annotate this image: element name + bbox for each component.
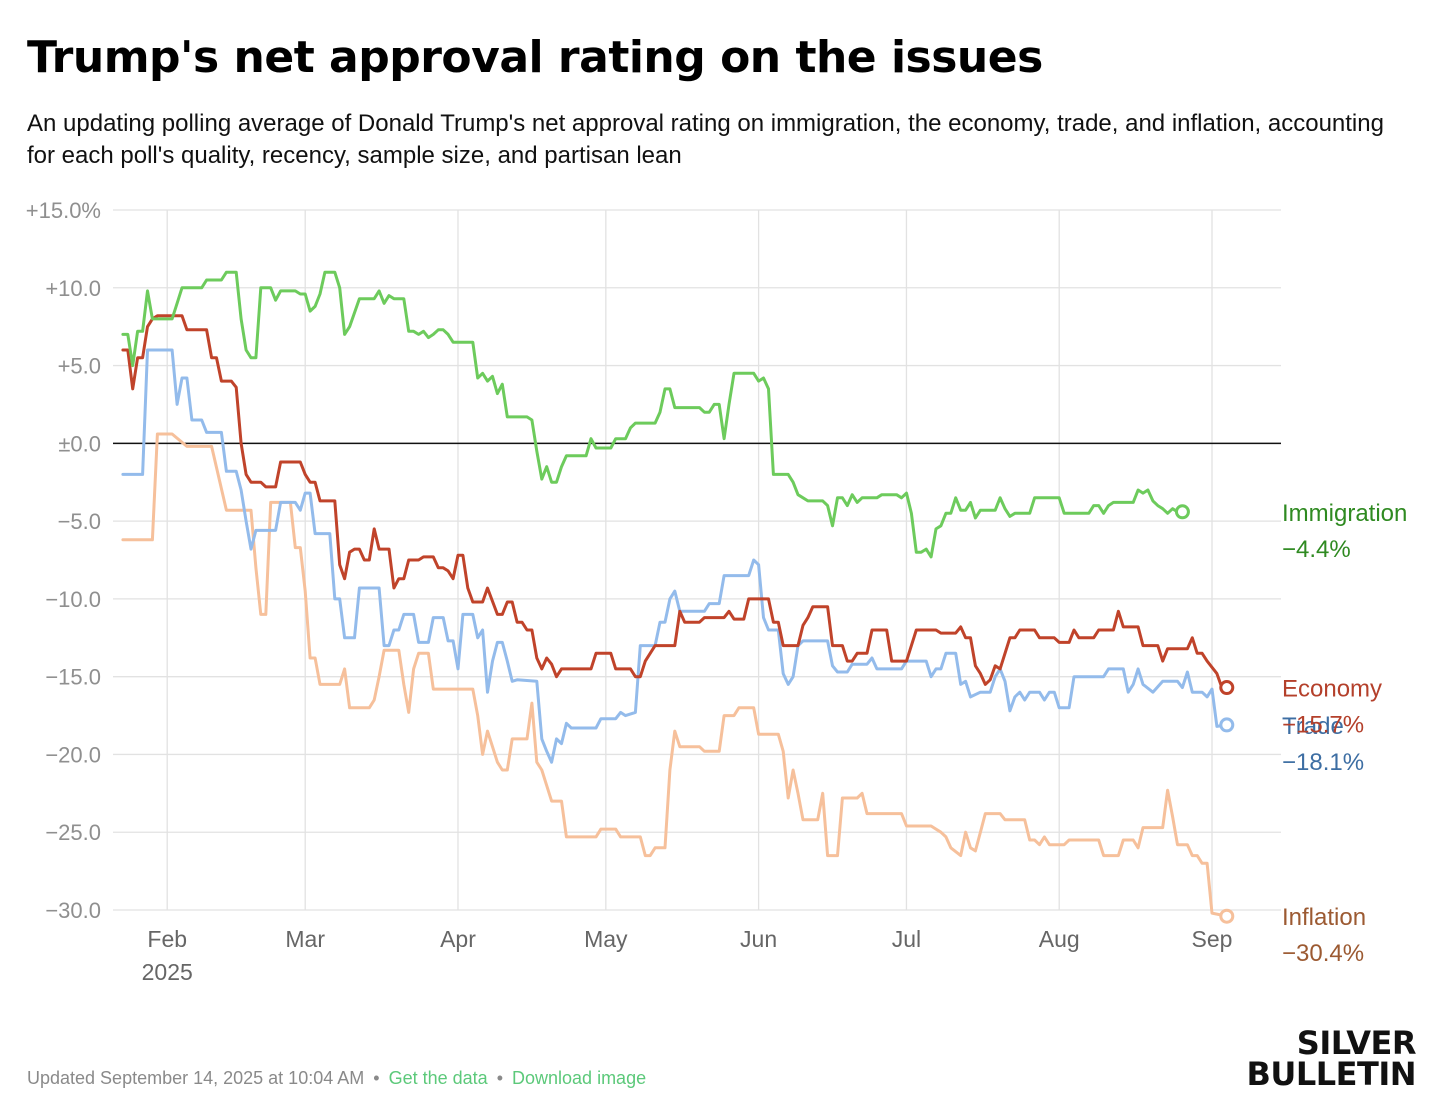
y-tick-label: −10.0 xyxy=(45,587,101,612)
trade-value-label: −18.1% xyxy=(1282,749,1364,776)
y-tick-label: −15.0 xyxy=(45,665,101,690)
x-tick-sublabel: 2025 xyxy=(142,959,193,985)
x-tick-label: Mar xyxy=(285,926,325,952)
immigration-value-label: −4.4% xyxy=(1282,536,1351,563)
approval-line-chart: +15.0% +10.0 +5.0 ±0.0 −5.0 −10.0 −15.0 −20.0 −2… xyxy=(26,198,1408,985)
y-tick-label: +5.0 xyxy=(58,354,101,379)
series-lines xyxy=(121,270,1235,924)
x-tick-label: Aug xyxy=(1039,926,1080,952)
trade-line xyxy=(121,348,1229,764)
logo-line-2: BULLETIN xyxy=(1246,1055,1416,1093)
economy-series-label: Economy xyxy=(1282,676,1382,703)
page-subtitle: An updating polling average of Donald Tr… xyxy=(27,110,1384,169)
y-tick-label: ±0.0 xyxy=(58,431,101,456)
y-tick-label: +10.0 xyxy=(45,276,101,301)
y-tick-label: −25.0 xyxy=(45,820,101,845)
inflation-end-marker xyxy=(1219,908,1235,924)
trade-series-label: Trade xyxy=(1282,713,1344,740)
y-tick-label: −30.0 xyxy=(45,898,101,923)
updated-timestamp: Updated September 14, 2025 at 10:04 AM xyxy=(27,1068,365,1088)
silver-bulletin-logo: SILVER BULLETIN xyxy=(1246,1024,1417,1093)
footer: Updated September 14, 2025 at 10:04 AM •… xyxy=(27,1068,646,1089)
x-tick-label: Jul xyxy=(892,926,921,952)
immigration-line xyxy=(121,270,1184,559)
x-tick-label: May xyxy=(584,926,628,952)
x-tick-label: Apr xyxy=(440,926,476,952)
end-labels: Inflation −30.4% Trade −18.1% Economy −15.7% I… xyxy=(1282,500,1407,967)
economy-end-marker xyxy=(1219,680,1235,696)
immigration-end-marker xyxy=(1174,504,1190,520)
logo-line-1: SILVER xyxy=(1296,1024,1417,1062)
x-tick-label: Sep xyxy=(1192,926,1233,952)
grid-lines xyxy=(113,209,1281,911)
download-image-link[interactable]: Download image xyxy=(512,1068,647,1088)
immigration-series-label: Immigration xyxy=(1282,500,1407,527)
x-tick-label: Feb xyxy=(147,926,187,952)
footer-separator: • xyxy=(373,1068,380,1088)
get-data-link[interactable]: Get the data xyxy=(388,1068,488,1088)
page-title: Trump's net approval rating on the issue… xyxy=(27,32,1043,83)
footer-separator: • xyxy=(496,1068,503,1088)
y-tick-label: +15.0% xyxy=(26,198,101,223)
inflation-series-label: Inflation xyxy=(1282,904,1366,931)
economy-value-label: −15.7% xyxy=(1282,712,1364,739)
economy-line xyxy=(121,314,1229,690)
y-tick-label: −5.0 xyxy=(58,509,101,534)
x-tick-label: Jun xyxy=(740,926,777,952)
axes: +15.0% +10.0 +5.0 ±0.0 −5.0 −10.0 −15.0 −20.0 −2… xyxy=(26,198,1281,985)
inflation-line xyxy=(121,432,1229,918)
trade-end-marker xyxy=(1219,717,1235,733)
y-tick-label: −20.0 xyxy=(45,742,101,767)
inflation-value-label: −30.4% xyxy=(1282,940,1364,967)
